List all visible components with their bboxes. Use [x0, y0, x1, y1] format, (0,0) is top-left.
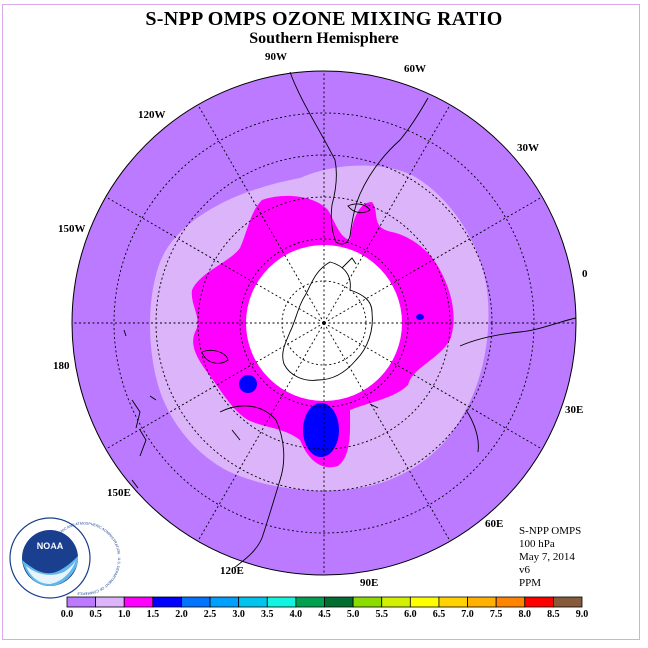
lon-label-90e: 90E — [360, 577, 379, 589]
lon-label-30e: 30E — [565, 404, 584, 416]
lon-label-30w: 30W — [517, 142, 539, 154]
info-date: May 7, 2014 — [519, 551, 575, 563]
colorbar-tick-label: 2.0 — [175, 609, 188, 620]
colorbar-tick-label: 6.0 — [404, 609, 417, 620]
colorbar-tick-label: 4.0 — [289, 609, 303, 620]
lon-label-150e: 150E — [107, 487, 131, 499]
coastline-australia — [219, 405, 285, 569]
colorbar-tick-label: 2.5 — [203, 609, 217, 620]
colorbar-tick-label: 5.5 — [375, 609, 388, 620]
colorbar-tick-label: 9.0 — [575, 609, 589, 620]
coastline-africa — [459, 317, 577, 347]
contour-cell-1.5-2.0 — [303, 403, 339, 457]
colorbar-tick-label: 7.5 — [489, 609, 503, 620]
coastlines — [123, 71, 577, 569]
lon-label-0: 0 — [582, 268, 588, 280]
colorbar-tick-label: 0.5 — [89, 609, 102, 620]
colorbar-tick-label: 5.0 — [346, 609, 360, 620]
lon-label-120w: 120W — [138, 109, 166, 121]
info-units: PPM — [519, 577, 542, 589]
coastline-south-america — [289, 71, 429, 245]
meridians — [72, 71, 576, 575]
lon-label-120e: 120E — [220, 565, 244, 577]
map-title: S-NPP OMPS OZONE MIXING RATIO — [145, 8, 503, 30]
product-info: S-NPP OMPS 100 hPa May 7, 2014 v6 PPM — [519, 525, 581, 590]
figure-frame — [2, 4, 640, 640]
map-subtitle: Southern Hemisphere — [249, 30, 399, 47]
contour-cell-1.5-2.0-tiny — [416, 314, 424, 320]
info-version: v6 — [519, 564, 530, 576]
colorbar-tick-label: 6.5 — [432, 609, 446, 620]
colorbar-tick-label: 0.0 — [60, 609, 74, 620]
lon-label-60w: 60W — [404, 63, 426, 75]
info-instrument: S-NPP OMPS — [519, 525, 582, 537]
colorbar-tick-label: 4.5 — [318, 609, 331, 620]
lon-label-90w: 90W — [265, 51, 287, 63]
info-level: 100 hPa — [519, 538, 555, 550]
colorbar-tick-label: 3.0 — [232, 609, 245, 620]
colorbar-tick-label: 8.0 — [518, 609, 532, 620]
colorbar-tick-label: 1.5 — [146, 609, 160, 620]
colorbar-tick-label: 3.5 — [261, 609, 274, 620]
lon-label-180: 180 — [53, 360, 70, 372]
lon-label-150w: 150W — [58, 223, 86, 235]
colorbar-tick-label: 7.0 — [461, 609, 474, 620]
coastline-antarctica — [282, 261, 373, 381]
contour-cell-1.5-2.0-small — [239, 375, 257, 393]
colorbar-tick-label: 8.5 — [547, 609, 560, 620]
colorbar-tick-label: 1.0 — [117, 609, 131, 620]
lon-label-60e: 60E — [485, 518, 504, 530]
